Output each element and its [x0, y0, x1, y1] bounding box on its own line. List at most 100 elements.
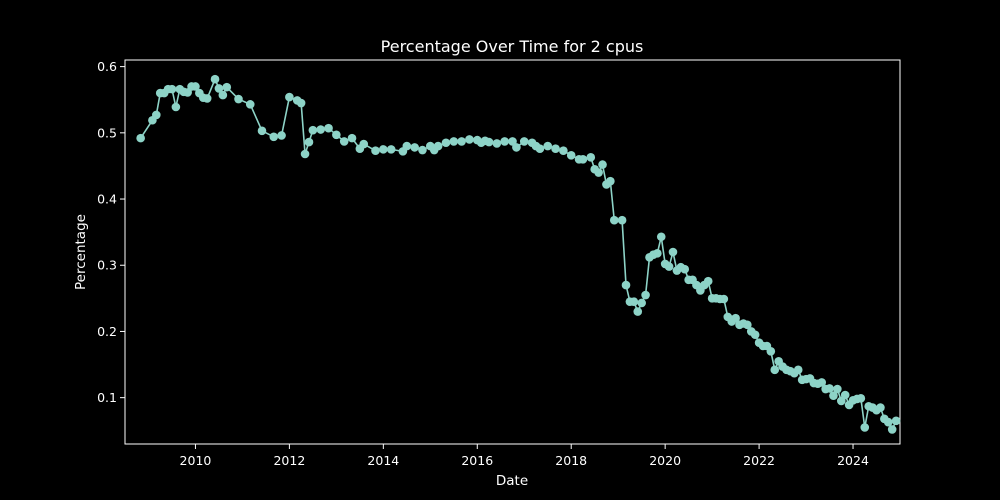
data-point: [543, 141, 553, 151]
data-point: [371, 146, 380, 155]
data-point: [285, 92, 294, 102]
data-point: [214, 84, 224, 93]
data-point: [743, 320, 752, 330]
data-point: [617, 215, 627, 225]
series-layer: [136, 74, 901, 434]
data-point: [653, 249, 662, 258]
plot-area: [124, 59, 901, 445]
data-point: [594, 168, 603, 177]
data-point: [218, 90, 228, 100]
data-point: [664, 262, 674, 271]
data-point: [245, 100, 255, 109]
data-point: [680, 264, 690, 274]
data-point: [829, 391, 838, 400]
x-tick-label: 2024: [837, 453, 869, 468]
data-point: [535, 144, 545, 154]
data-point: [359, 139, 369, 149]
y-tick-label: 0.1: [97, 390, 117, 405]
data-point: [833, 384, 842, 394]
x-tick-label: 2012: [273, 453, 305, 468]
data-point: [586, 153, 596, 162]
data-point: [202, 94, 212, 103]
data-point: [210, 74, 220, 84]
data-point: [766, 347, 776, 356]
x-tick-label: 2020: [649, 453, 681, 468]
data-point: [876, 403, 885, 412]
data-point: [512, 143, 521, 152]
data-point: [668, 247, 678, 257]
data-point: [633, 307, 643, 316]
x-axis: 2010 2012 2014 2016 2018 2020 2022 2024: [180, 444, 869, 468]
x-axis-title: Date: [496, 473, 528, 489]
data-point: [519, 137, 529, 146]
data-point: [883, 417, 893, 427]
data-point: [465, 135, 474, 144]
data-point: [324, 123, 333, 133]
data-point: [418, 145, 427, 155]
y-tick-label: 0.3: [97, 258, 117, 273]
data-point: [296, 98, 306, 108]
series-line: [139, 78, 897, 431]
data-point: [257, 126, 267, 136]
data-point: [234, 94, 243, 104]
data-point: [500, 137, 509, 146]
data-point: [136, 133, 145, 143]
x-tick-label: 2014: [367, 453, 399, 468]
data-point: [606, 176, 615, 186]
data-point: [410, 143, 419, 152]
data-point: [339, 137, 349, 146]
data-point: [304, 137, 314, 147]
data-point: [300, 149, 310, 159]
data-point: [332, 130, 341, 140]
data-point: [449, 137, 459, 146]
data-point: [167, 84, 177, 94]
data-point: [347, 133, 357, 143]
data-point: [891, 416, 901, 426]
data-point: [433, 141, 443, 151]
data-point: [793, 365, 803, 375]
y-tick-label: 0.4: [97, 192, 117, 207]
y-tick-label: 0.5: [97, 125, 117, 140]
data-point: [719, 294, 729, 304]
data-point: [770, 365, 780, 375]
data-point: [191, 82, 200, 91]
data-point: [402, 141, 412, 151]
data-point: [277, 131, 286, 140]
data-point: [551, 144, 560, 154]
data-point: [269, 132, 279, 142]
data-point: [316, 125, 326, 134]
data-point: [856, 394, 866, 403]
x-tick-label: 2022: [743, 453, 775, 468]
x-tick-label: 2018: [555, 453, 587, 468]
data-point: [731, 313, 740, 323]
data-point: [609, 215, 619, 225]
y-tick-label: 0.2: [97, 324, 117, 339]
data-point: [152, 110, 161, 120]
data-point: [566, 151, 576, 160]
data-point: [457, 137, 466, 146]
data-point: [621, 280, 631, 290]
data-point: [703, 276, 713, 286]
data-point: [386, 145, 396, 154]
data-point: [641, 290, 650, 300]
data-point: [308, 125, 318, 135]
data-point: [492, 139, 502, 148]
x-tick-label: 2010: [180, 453, 212, 468]
data-point: [860, 423, 870, 432]
data-point: [441, 138, 451, 148]
data-point: [598, 160, 607, 169]
y-axis-title: Percentage: [73, 214, 89, 290]
data-point: [484, 137, 494, 147]
y-tick-label: 0.6: [97, 59, 117, 74]
axes-frame: [124, 59, 901, 445]
data-point: [750, 330, 760, 340]
data-point: [656, 232, 666, 242]
data-point: [171, 102, 181, 112]
data-point: [817, 378, 827, 387]
data-point: [578, 155, 588, 164]
data-point: [887, 425, 897, 434]
data-point: [629, 297, 639, 306]
chart-title: Percentage Over Time for 2 cpus: [381, 37, 644, 56]
